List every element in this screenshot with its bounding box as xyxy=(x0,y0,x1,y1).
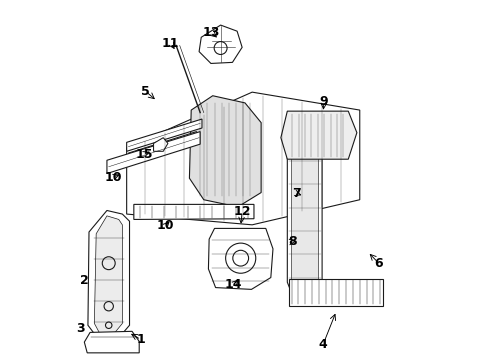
Text: 10: 10 xyxy=(157,219,174,233)
Text: 1: 1 xyxy=(137,333,146,346)
Text: 2: 2 xyxy=(80,274,89,287)
Polygon shape xyxy=(107,132,200,174)
Polygon shape xyxy=(88,211,129,338)
Text: 10: 10 xyxy=(104,171,122,184)
Polygon shape xyxy=(287,126,322,301)
Polygon shape xyxy=(208,228,273,289)
Polygon shape xyxy=(281,111,357,159)
Polygon shape xyxy=(190,96,261,207)
Polygon shape xyxy=(95,216,122,333)
Polygon shape xyxy=(153,138,168,151)
Text: 11: 11 xyxy=(162,36,179,50)
Polygon shape xyxy=(199,25,242,63)
Text: 6: 6 xyxy=(374,257,383,270)
Text: 3: 3 xyxy=(76,322,85,335)
Text: 7: 7 xyxy=(293,187,301,200)
Text: 5: 5 xyxy=(141,85,149,98)
Polygon shape xyxy=(292,132,319,297)
Text: 12: 12 xyxy=(233,205,251,218)
Polygon shape xyxy=(289,279,383,306)
Text: 13: 13 xyxy=(202,26,220,39)
Text: 4: 4 xyxy=(319,338,327,351)
Polygon shape xyxy=(126,92,360,225)
Text: 14: 14 xyxy=(225,278,242,291)
Polygon shape xyxy=(134,204,254,220)
Text: 8: 8 xyxy=(288,235,296,248)
Polygon shape xyxy=(126,119,202,151)
Text: 9: 9 xyxy=(319,95,328,108)
Polygon shape xyxy=(128,132,196,162)
Text: 15: 15 xyxy=(135,148,152,161)
Polygon shape xyxy=(84,331,139,353)
